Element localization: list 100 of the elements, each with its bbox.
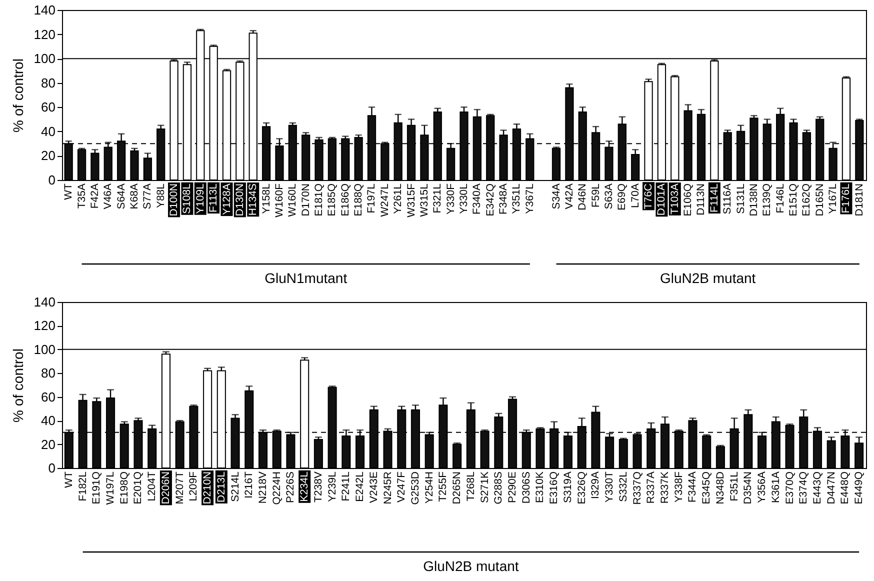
x-tick-label: F321L <box>432 183 444 214</box>
x-tick-label: V243E <box>368 472 380 504</box>
x-tick-label: Y351L <box>510 183 523 214</box>
x-tick-label: E151Q <box>788 184 800 216</box>
y-tick-label: 40 <box>41 124 56 139</box>
x-tick-label: S63A <box>602 184 615 210</box>
x-tick-label: E370Q <box>784 472 796 504</box>
x-tick-label: W315L <box>418 183 430 217</box>
y-tick-label: 80 <box>41 75 56 90</box>
x-tick-label: E374Q <box>798 472 810 504</box>
x-tick-label: R337Q <box>631 472 644 505</box>
x-tick-label: Y330L <box>458 183 470 214</box>
x-tick-label: F351L <box>728 471 740 502</box>
x-tick-label: WT <box>62 182 75 200</box>
y-tick-label: 120 <box>34 318 56 334</box>
y-tick-label: 40 <box>41 413 56 428</box>
x-tick-label: W160F <box>273 184 286 218</box>
x-tick-label: S319A <box>562 472 574 504</box>
y-tick-label: 100 <box>34 51 56 66</box>
x-tick-label: W315F <box>405 184 418 218</box>
x-tick-label: R337A <box>645 472 658 504</box>
y-tick-label: 0 <box>48 172 56 188</box>
x-tick-label: T268L <box>464 471 477 502</box>
x-tick-label: S64A <box>115 184 128 210</box>
x-tick-label: E69Q <box>616 184 628 210</box>
x-tick-label: E191Q <box>90 472 103 504</box>
x-tick-label: E186Q <box>339 184 352 216</box>
x-tick-label: W247L <box>378 183 391 217</box>
y-tick-label: 100 <box>34 342 56 357</box>
x-tick-label: Y330F <box>444 184 457 214</box>
x-tick-label: I216T <box>243 470 256 498</box>
x-tick-label: N218V <box>257 472 269 504</box>
x-tick-label: L70A <box>629 184 642 208</box>
x-tick-label: E139Q <box>761 184 774 216</box>
x-tick-label: E326Q <box>576 472 588 504</box>
x-tick-label: D46N <box>576 184 589 210</box>
x-tick-label: Q224H <box>270 472 283 505</box>
x-tick-label: W197L <box>104 471 117 505</box>
y-tick-label: 0 <box>48 460 56 476</box>
x-tick-label: T255F <box>437 472 450 502</box>
x-tick-label: Y330T <box>604 470 616 502</box>
x-tick-label: S77A <box>142 184 154 210</box>
x-tick-label: F344A <box>686 472 699 502</box>
x-tick-label: D170N <box>300 184 312 216</box>
y-tick-label: 60 <box>41 100 56 115</box>
y-tick-label: 140 <box>34 2 56 18</box>
x-tick-label: D354N <box>742 472 754 504</box>
x-tick-label: D138N <box>748 184 760 216</box>
x-tick-label: E181Q <box>313 184 326 216</box>
x-tick-label: K361A <box>770 472 782 504</box>
x-tick-label: V46A <box>102 184 114 210</box>
x-tick-label: E188Q <box>352 184 365 216</box>
x-tick-label: F241L <box>340 471 352 502</box>
x-tick-label: P226S <box>284 472 297 504</box>
x-tick-label: S34A <box>550 184 562 210</box>
y-tick-label: 120 <box>34 26 56 42</box>
x-tick-label: T238V <box>312 472 324 502</box>
x-tick-label: Y261L <box>392 183 404 214</box>
x-tick-label: Y367L <box>524 183 536 214</box>
x-tick-label: E185Q <box>326 184 338 216</box>
x-tick-label: Y167L <box>827 183 840 214</box>
x-tick-label: N245R <box>382 471 394 504</box>
x-tick-label: V42A <box>563 184 576 210</box>
text: GluN2B mutant <box>660 270 756 286</box>
x-tick-label: Y356A <box>756 472 768 504</box>
x-tick-label: F146L <box>774 183 786 214</box>
x-tick-label: E443Q <box>811 472 824 504</box>
x-tick-label: E201Q <box>132 472 144 504</box>
x-tick-label: F340A <box>471 184 484 214</box>
y-tick-label: 20 <box>41 436 56 452</box>
x-tick-label: E316Q <box>548 472 560 504</box>
x-tick-label: D447N <box>825 472 838 504</box>
x-tick-label: F42A <box>88 184 101 209</box>
x-tick-label: G253D <box>409 471 422 505</box>
x-tick-label: W160L <box>286 183 299 217</box>
y-tick-label: 60 <box>41 389 56 404</box>
x-tick-label: S131L <box>734 183 747 214</box>
x-tick-label: K68A <box>128 184 140 210</box>
y-tick-label: 20 <box>41 148 56 164</box>
x-tick-label: Y254H <box>423 472 436 504</box>
x-tick-label: Y239L <box>326 471 338 502</box>
x-tick-label: I329A <box>590 472 602 499</box>
x-tick-label: D165N <box>814 184 826 216</box>
y-axis-title: % of control <box>10 348 26 422</box>
x-tick-label: E342Q <box>484 184 496 216</box>
y-tick-label: 140 <box>34 294 56 310</box>
x-tick-label: E310K <box>534 472 546 504</box>
x-tick-label: E198Q <box>118 472 130 504</box>
x-tick-label: S116A <box>722 184 734 214</box>
x-tick-label: F348A <box>498 184 510 214</box>
x-tick-label: E162Q <box>800 184 813 216</box>
x-tick-label: T35A <box>76 184 88 209</box>
x-tick-label: E345Q <box>700 472 713 504</box>
x-tick-label: L209F <box>188 472 200 502</box>
x-tick-label: Y338F <box>672 472 685 502</box>
y-tick-label: 80 <box>41 366 56 381</box>
x-tick-label: S271K <box>478 472 491 504</box>
x-tick-label: L204T <box>146 470 158 502</box>
x-tick-label: E448Q <box>839 472 852 504</box>
x-tick-label: Y88L <box>154 183 167 208</box>
